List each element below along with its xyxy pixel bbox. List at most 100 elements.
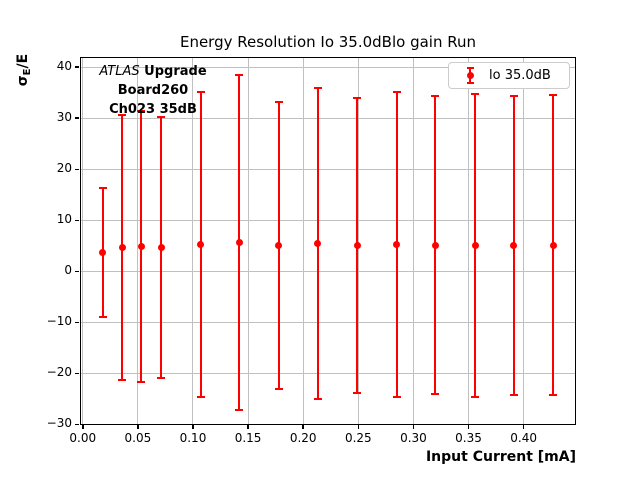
y-tick-label: 20 (56, 161, 72, 176)
x-tick-label: 0.25 (344, 431, 372, 445)
data-point-marker (314, 240, 322, 248)
x-tick-mark (357, 425, 360, 429)
y-tick-mark (75, 270, 79, 273)
data-point-marker (118, 243, 126, 251)
x-gridline (523, 57, 525, 425)
error-bar-top-cap (353, 96, 362, 99)
y-tick-label: 30 (56, 110, 72, 125)
y-gridline (80, 219, 576, 221)
data-point-marker (99, 248, 107, 256)
error-bar-bottom-cap (196, 396, 205, 399)
error-bar-bottom-cap (274, 387, 283, 390)
legend: lo 35.0dB (448, 62, 570, 89)
error-bar-bottom-cap (157, 376, 165, 379)
annotation-tag: Upgrade (144, 64, 207, 79)
x-tick-mark (522, 425, 525, 429)
x-tick-label: 0.05 (124, 431, 152, 445)
legend-errorbar-bottom-cap (466, 82, 474, 84)
x-gridline (302, 57, 304, 425)
data-point-marker (393, 241, 401, 249)
y-gridline (80, 372, 576, 374)
y-tick-mark (75, 66, 79, 68)
x-tick-label: 0.15 (234, 431, 262, 445)
x-tick-mark (192, 425, 194, 429)
x-gridline (137, 57, 139, 425)
data-point-marker (549, 241, 557, 249)
legend-errorbar-marker (466, 72, 474, 79)
data-point-marker (197, 241, 205, 249)
error-bar-top-cap (157, 116, 165, 119)
error-bar-bottom-cap (353, 391, 362, 394)
error-bar-bottom-cap (98, 315, 107, 318)
y-tick-mark (75, 372, 79, 375)
x-tick-label: 0.40 (510, 431, 537, 445)
y-tick-mark (75, 423, 79, 426)
y-tick-mark (75, 117, 79, 119)
y-tick-mark (75, 219, 79, 222)
data-point-marker (137, 242, 145, 250)
error-bar-top-cap (235, 74, 244, 77)
x-tick-mark (302, 425, 304, 429)
x-tick-label: 0.35 (455, 431, 482, 445)
plot-frame (80, 57, 576, 425)
x-tick-label: 0.10 (179, 431, 207, 445)
data-point-marker (275, 241, 283, 249)
y-tick-label: −30 (46, 416, 72, 431)
y-tick-label: 10 (56, 212, 72, 227)
x-tick-mark (137, 425, 139, 429)
y-gridline (80, 321, 576, 323)
y-tick-mark (75, 168, 79, 171)
x-tick-label: 0.30 (400, 431, 427, 445)
y-tick-label: 0 (64, 263, 72, 278)
x-gridline (468, 57, 470, 425)
x-tick-label: 0.00 (69, 431, 97, 445)
error-bar-top-cap (274, 100, 283, 103)
error-bar-bottom-cap (235, 409, 244, 412)
y-tick-label: −10 (46, 314, 72, 329)
y-gridline (80, 270, 576, 272)
x-gridline (192, 57, 194, 425)
annotation-line-1: ATLAS Upgrade (99, 62, 207, 81)
x-tick-mark (82, 425, 84, 429)
x-gridline (247, 57, 249, 425)
y-gridline (80, 168, 576, 170)
error-bar-top-cap (118, 113, 127, 116)
y-tick-label: −20 (46, 365, 72, 380)
data-point-marker (157, 243, 165, 251)
y-gridline (80, 66, 576, 68)
error-bar-top-cap (509, 94, 518, 97)
data-point-marker (471, 241, 479, 249)
error-bar-top-cap (196, 91, 205, 94)
error-bar-top-cap (392, 91, 401, 94)
annotation-experiment: ATLAS (99, 64, 140, 79)
legend-errorbar-top-cap (466, 67, 474, 69)
chart-title: Energy Resolution Io 35.0dBlo gain Run (179, 33, 477, 51)
error-bar-bottom-cap (471, 395, 480, 398)
error-bar-bottom-cap (392, 396, 401, 399)
y-gridline (80, 117, 576, 119)
error-bar-top-cap (98, 187, 107, 190)
error-bar-bottom-cap (509, 393, 518, 396)
x-gridline (357, 57, 359, 425)
annotation-block: ATLAS Upgrade Board260 Ch023 35dB (99, 62, 207, 119)
x-tick-label: 0.20 (289, 431, 317, 445)
error-bar-top-cap (431, 95, 440, 98)
legend-errorbar-icon (466, 67, 474, 84)
error-bar-top-cap (137, 110, 146, 113)
error-bar-bottom-cap (431, 393, 440, 396)
x-gridline (412, 57, 414, 425)
x-gridline (82, 57, 84, 425)
data-point-marker (353, 241, 361, 249)
x-tick-mark (467, 425, 470, 429)
error-bar-bottom-cap (549, 394, 558, 397)
error-bar-top-cap (471, 92, 480, 95)
x-axis-label: Input Current [mA] (425, 449, 576, 465)
error-bar-bottom-cap (313, 398, 322, 401)
y-tick-label: 40 (56, 59, 72, 74)
data-point-marker (235, 239, 243, 247)
annotation-channel: Ch023 35dB (109, 102, 197, 117)
